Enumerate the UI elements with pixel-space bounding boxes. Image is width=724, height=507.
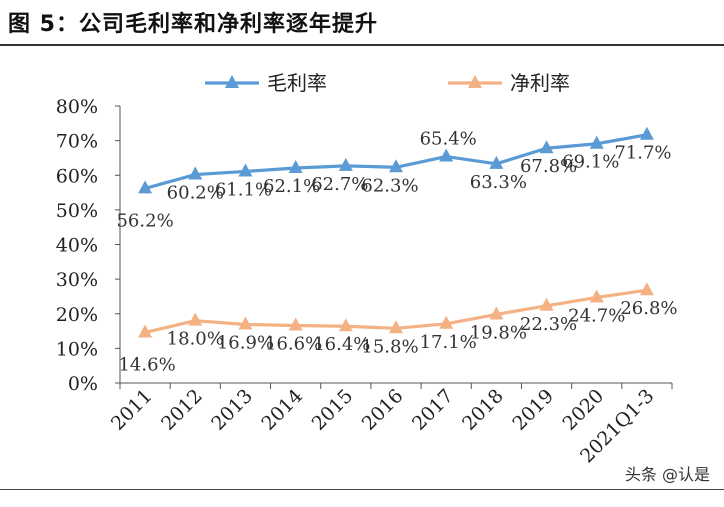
data-marker [238, 316, 253, 330]
data-label: 60.2% [167, 183, 224, 204]
y-tick-label: 10% [56, 338, 98, 360]
x-tick-label: 2016 [358, 385, 408, 435]
data-label: 65.4% [420, 129, 477, 150]
data-label: 22.3% [520, 314, 577, 335]
data-marker [288, 317, 303, 331]
data-label: 16.4% [313, 334, 370, 355]
series-net-margin: 14.6% 18.0%16.9%16.6%16.4%15.8% 17.1%19.8%… [118, 282, 678, 375]
y-tick-label: 0% [68, 373, 98, 395]
legend-marker [225, 75, 239, 88]
legend-label: 毛利率 [267, 71, 327, 95]
data-marker [138, 324, 153, 338]
data-marker [589, 135, 604, 149]
watermark: 头条 @认是 [624, 465, 710, 484]
data-label: 62.1% [263, 176, 320, 197]
bottom-divider [0, 489, 724, 490]
data-label: 69.1% [562, 152, 619, 173]
data-marker [439, 148, 454, 162]
x-tick-label: 2012 [157, 385, 207, 435]
legend-label: 净利率 [510, 71, 570, 95]
data-marker [138, 180, 153, 194]
series-gross-margin: 56.2% 60.2%61.1%62.1%62.7%62.3% 65.4% 63.3%… [116, 126, 672, 231]
data-marker [589, 289, 604, 303]
x-tick-label: 2015 [308, 385, 358, 435]
x-tick-label: 2019 [508, 385, 558, 435]
data-marker [439, 315, 454, 329]
x-tick-label: 2017 [408, 385, 458, 435]
data-marker [489, 306, 504, 320]
y-axis: 0% 10% 20% 30% 40% 50% 60% 70% 80% [56, 96, 121, 395]
y-tick-label: 80% [56, 96, 98, 118]
data-label: 56.2% [116, 210, 173, 231]
data-marker [188, 312, 203, 326]
x-tick-label: 2014 [257, 385, 307, 435]
data-marker [539, 140, 554, 154]
data-label: 16.6% [265, 334, 322, 355]
y-tick-label: 60% [56, 165, 98, 187]
y-tick-label: 20% [56, 304, 98, 326]
data-label: 24.7% [568, 305, 625, 326]
data-marker [489, 155, 504, 169]
data-marker [389, 159, 403, 173]
data-label: 61.1% [215, 179, 272, 200]
x-tick-label: 2018 [458, 385, 508, 435]
legend-marker [468, 75, 482, 88]
x-tick-label: 2011 [107, 385, 157, 435]
page-title: 图 5：公司毛利率和净利率逐年提升 [8, 12, 378, 37]
data-label: 62.3% [361, 175, 418, 196]
y-tick-label: 40% [56, 235, 98, 257]
data-marker [288, 159, 303, 173]
x-tick-label: 2013 [207, 385, 257, 435]
data-label: 14.6% [118, 354, 175, 375]
data-marker [338, 157, 353, 171]
data-marker [639, 282, 654, 296]
data-label: 19.8% [470, 322, 527, 343]
data-label: 17.1% [420, 332, 477, 353]
data-label: 26.8% [620, 298, 677, 319]
data-label: 71.7% [614, 143, 671, 164]
x-axis: 2011 2012 2013 2014 2015 2016 2017 2018 2019 2020… [107, 382, 673, 467]
y-tick-label: 30% [56, 269, 98, 291]
title-divider [0, 44, 724, 46]
legend: 毛利率 净利率 [205, 71, 570, 95]
data-label: 62.7% [311, 174, 368, 195]
data-marker [639, 126, 654, 140]
data-marker [389, 320, 403, 334]
data-marker [188, 166, 203, 180]
data-label: 15.8% [361, 336, 418, 357]
y-tick-label: 70% [56, 131, 98, 153]
y-tick-label: 50% [56, 200, 98, 222]
data-label: 67.8% [520, 156, 577, 177]
data-label: 63.3% [470, 172, 527, 193]
data-label: 16.9% [217, 332, 274, 353]
data-marker [238, 163, 253, 177]
data-marker [338, 318, 353, 332]
series-layer: 56.2% 60.2%61.1%62.1%62.7%62.3% 65.4% 63.3%… [116, 126, 678, 375]
data-marker [539, 297, 554, 311]
data-label: 18.0% [167, 329, 224, 350]
